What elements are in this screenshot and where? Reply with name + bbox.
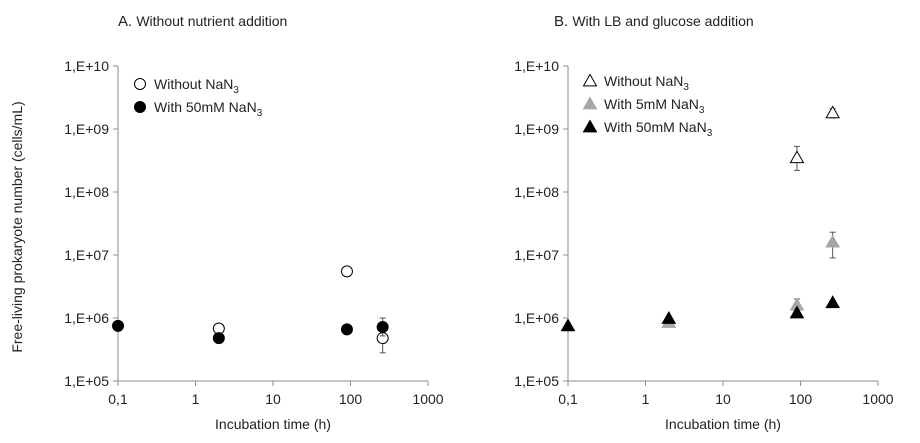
y-tick-label: 1,E+06 bbox=[64, 310, 109, 326]
y-tick-label: 1,E+10 bbox=[64, 58, 109, 74]
x-tick-label: 1 bbox=[642, 391, 650, 407]
legend-entry: With 50mM NaN3 bbox=[604, 119, 713, 139]
data-point bbox=[112, 319, 124, 332]
y-tick-label: 1,E+10 bbox=[514, 58, 559, 74]
y-tick-label: 1,E+07 bbox=[64, 247, 109, 263]
y-tick-label: 1,E+09 bbox=[64, 121, 109, 137]
legend-marker bbox=[582, 96, 598, 110]
x-axis-label: Incubation time (h) bbox=[665, 416, 781, 432]
data-point bbox=[212, 332, 225, 345]
chart-panel-2: B. With LB and glucose addition 1,E+05 1,E… bbox=[514, 13, 894, 432]
series-2 bbox=[661, 231, 841, 328]
series-2 bbox=[112, 317, 389, 345]
x-tick-label: 0,1 bbox=[558, 391, 578, 407]
data-point bbox=[789, 150, 805, 164]
chart-panel-1: A. Without nutrient addition 1,E+05 1,E+06… bbox=[64, 13, 444, 432]
legend-entry: With 5mM NaN3 bbox=[604, 96, 705, 116]
x-tick-label: 1000 bbox=[862, 391, 893, 407]
data-point bbox=[560, 318, 576, 332]
series-1 bbox=[789, 105, 841, 171]
data-point bbox=[825, 105, 841, 119]
legend-marker bbox=[134, 78, 146, 90]
y-tick-label: 1,E+08 bbox=[64, 184, 109, 200]
y-axis-label: Free-living prokaryote number (cells/mL) bbox=[9, 101, 25, 352]
y-tick-label: 1,E+08 bbox=[514, 184, 559, 200]
series-3 bbox=[560, 295, 841, 332]
legend: Without NaN3 With 50mM NaN3 bbox=[134, 76, 263, 119]
x-axis-label: Incubation time (h) bbox=[215, 416, 331, 432]
legend-entry: Without NaN3 bbox=[154, 76, 239, 96]
data-point bbox=[340, 323, 353, 336]
x-tick-label: 1 bbox=[192, 391, 200, 407]
data-point bbox=[376, 320, 389, 333]
y-tick-label: 1,E+07 bbox=[514, 247, 559, 263]
legend-marker bbox=[134, 101, 146, 113]
legend-entry: With 50mM NaN3 bbox=[154, 99, 263, 119]
x-tick-label: 100 bbox=[339, 391, 363, 407]
data-point bbox=[340, 265, 353, 278]
x-tick-label: 0,1 bbox=[108, 391, 128, 407]
data-point bbox=[789, 305, 805, 319]
legend-marker bbox=[582, 73, 598, 87]
y-tick-label: 1,E+09 bbox=[514, 121, 559, 137]
x-tick-label: 1000 bbox=[412, 391, 443, 407]
data-point bbox=[825, 234, 841, 248]
x-tick-label: 10 bbox=[715, 391, 731, 407]
data-point bbox=[825, 295, 841, 309]
y-tick-label: 1,E+06 bbox=[514, 310, 559, 326]
legend: Without NaN3 With 5mM NaN3 With 50mM NaN3 bbox=[582, 73, 713, 139]
panel-title: A. Without nutrient addition bbox=[118, 13, 287, 30]
legend-entry: Without NaN3 bbox=[604, 73, 689, 93]
x-tick-label: 100 bbox=[789, 391, 813, 407]
y-tick-label: 1,E+05 bbox=[514, 373, 559, 389]
series-1 bbox=[212, 265, 389, 354]
y-tick-label: 1,E+05 bbox=[64, 373, 109, 389]
data-point bbox=[661, 311, 677, 324]
legend-marker bbox=[582, 119, 598, 133]
x-tick-label: 10 bbox=[265, 391, 281, 407]
panel-title: B. With LB and glucose addition bbox=[554, 13, 754, 30]
